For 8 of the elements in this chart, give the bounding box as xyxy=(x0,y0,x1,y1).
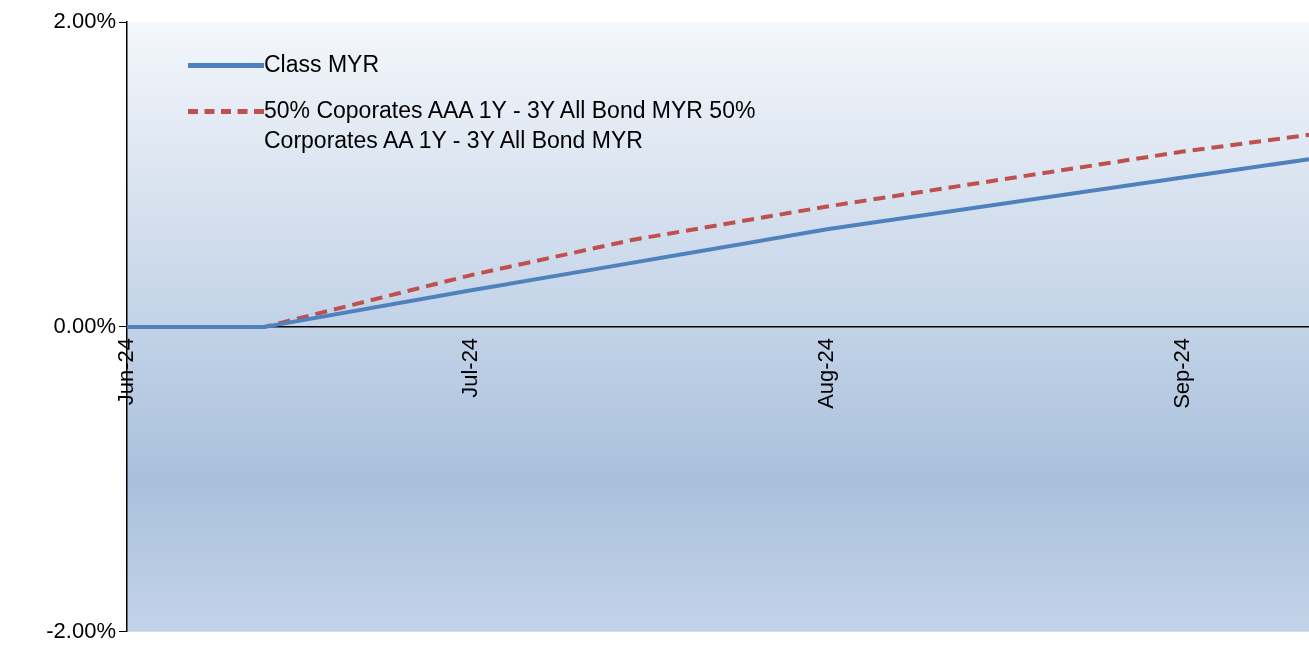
x-tick-label: Jul-24 xyxy=(457,337,483,398)
legend-label: 50% Coporates AAA 1Y - 3Y All Bond MYR 50% Corporates AA 1Y - 3Y All Bond MYR xyxy=(264,95,757,155)
y-tick-label: 0.00% xyxy=(53,312,116,338)
legend-label: Class MYR xyxy=(264,50,380,79)
y-tick-label: -2.00% xyxy=(46,617,116,643)
y-tick-label: 2.00% xyxy=(53,8,116,34)
x-tick-label: Sep-24 xyxy=(1168,337,1194,409)
x-tick-label: Aug-24 xyxy=(813,337,839,409)
